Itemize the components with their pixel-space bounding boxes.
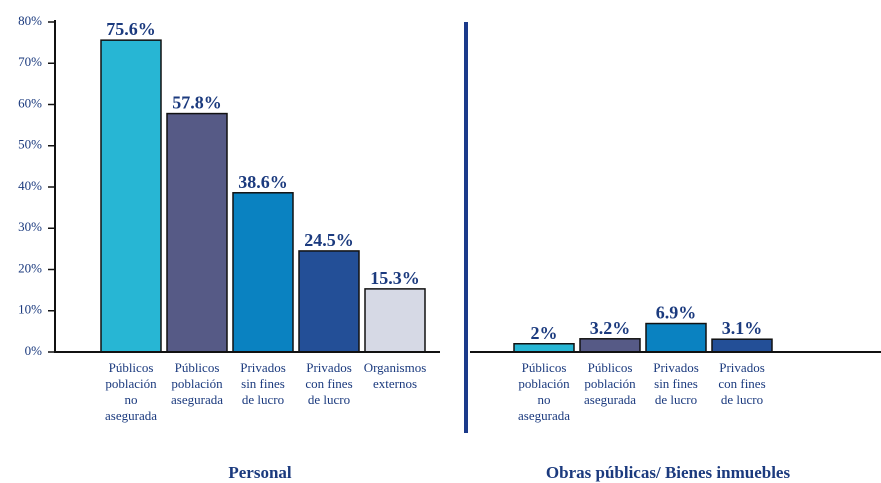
- bar: [579, 338, 641, 353]
- bar: [364, 288, 426, 353]
- x-tick-label: Públicos población no asegurada: [105, 360, 157, 423]
- group-title: Obras públicas/ Bienes inmuebles: [546, 463, 791, 482]
- x-tick-label: Privados con fines de lucro: [305, 360, 352, 407]
- bar: [232, 192, 294, 353]
- x-tick-label: Privados sin fines de lucro: [653, 360, 699, 407]
- value-label: 3.1%: [722, 318, 763, 338]
- value-label: 57.8%: [172, 93, 222, 113]
- x-tick-label: Privados con fines de lucro: [718, 360, 765, 407]
- value-label: 3.2%: [590, 318, 631, 338]
- y-tick-label: 20%: [18, 260, 42, 275]
- bar: [513, 343, 575, 353]
- x-tick-label: Privados sin fines de lucro: [240, 360, 286, 407]
- value-label: 2%: [531, 323, 558, 343]
- value-label: 24.5%: [304, 230, 354, 250]
- bar: [645, 322, 707, 353]
- value-label: 38.6%: [238, 172, 288, 192]
- value-label: 6.9%: [656, 303, 697, 323]
- y-tick-label: 80%: [18, 13, 42, 28]
- y-tick-label: 60%: [18, 95, 42, 110]
- value-label: 15.3%: [370, 268, 420, 288]
- y-tick-label: 30%: [18, 219, 42, 234]
- y-tick-label: 50%: [18, 137, 42, 152]
- group-title: Personal: [228, 463, 292, 482]
- x-tick-label: Públicos población no asegurada: [518, 360, 570, 423]
- y-tick-label: 0%: [25, 343, 43, 358]
- bar: [711, 338, 773, 353]
- value-label: 75.6%: [106, 19, 156, 39]
- y-tick-label: 10%: [18, 302, 42, 317]
- y-tick-label: 40%: [18, 178, 42, 193]
- y-tick-label: 70%: [18, 54, 42, 69]
- x-tick-label: Públicos población asegurada: [584, 360, 636, 407]
- bar: [166, 112, 228, 353]
- bar: [298, 250, 360, 353]
- bar: [100, 39, 162, 353]
- x-tick-label: Públicos población asegurada: [171, 360, 223, 407]
- x-tick-label: Organismos externos: [364, 360, 427, 391]
